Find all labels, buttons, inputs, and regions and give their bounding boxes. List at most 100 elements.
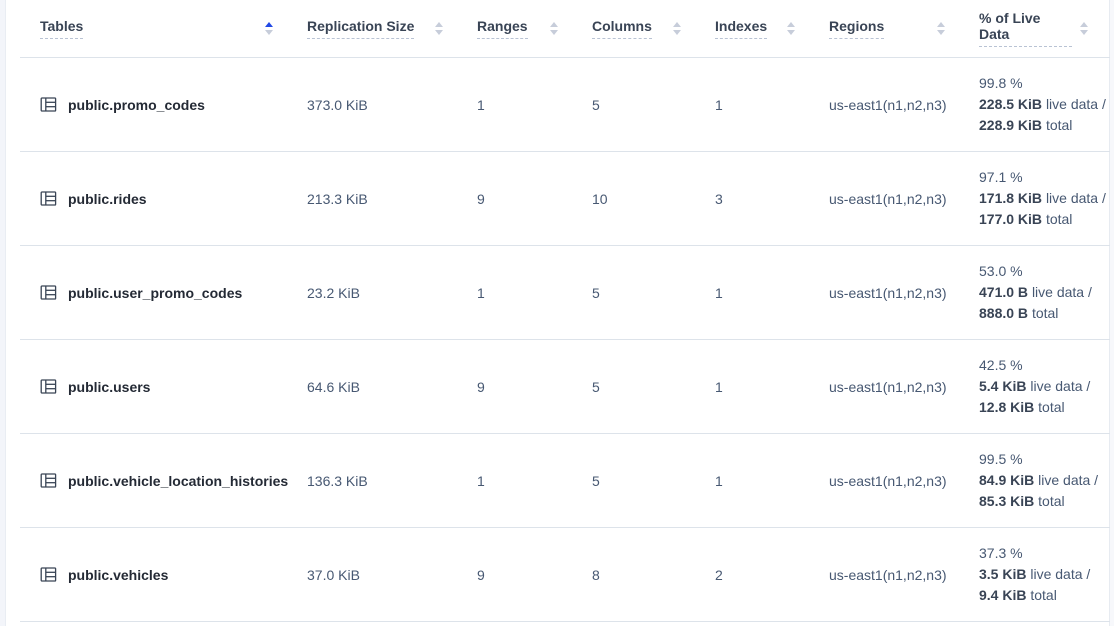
ranges-value: 9	[465, 527, 580, 622]
table-name[interactable]: public.vehicle_location_histories	[68, 472, 289, 489]
table-row[interactable]: public.promo_codes 373.0 KiB 1 5 1 us-ea…	[20, 57, 1110, 152]
table-row[interactable]: public.user_promo_codes 23.2 KiB 1 5 1 u…	[20, 245, 1110, 340]
table-name-cell: public.users	[20, 339, 295, 434]
replication-size-value: 23.2 KiB	[295, 245, 465, 340]
indexes-value: 3	[703, 151, 817, 246]
regions-value: us-east1(n1,n2,n3)	[817, 151, 967, 246]
table-name[interactable]: public.promo_codes	[68, 96, 205, 113]
replication-size-value: 373.0 KiB	[295, 57, 465, 152]
table-icon	[40, 190, 57, 207]
live-data-cell: 99.8 % 228.5 KiB live data / 228.9 KiB t…	[967, 57, 1110, 152]
table-link[interactable]: public.user_promo_codes	[40, 284, 295, 301]
sort-arrows-icon[interactable]	[937, 22, 945, 35]
live-data-cell: 42.5 % 5.4 KiB live data / 12.8 KiB tota…	[967, 339, 1110, 434]
column-header-live-data[interactable]: % of Live Data	[967, 0, 1110, 58]
table-name[interactable]: public.user_promo_codes	[68, 284, 243, 301]
live-data-percentage: 53.0 %	[979, 263, 1023, 279]
total-data-size: 12.8 KiB total	[979, 399, 1065, 415]
regions-value: us-east1(n1,n2,n3)	[817, 245, 967, 340]
columns-value: 5	[580, 245, 703, 340]
column-header-regions[interactable]: Regions	[817, 0, 967, 58]
sort-arrows-icon[interactable]	[550, 22, 558, 35]
table-link[interactable]: public.users	[40, 378, 295, 395]
column-header-label[interactable]: Indexes	[715, 18, 768, 39]
total-data-size: 85.3 KiB total	[979, 493, 1065, 509]
table-icon	[40, 472, 57, 489]
ranges-value: 1	[465, 57, 580, 152]
table-row[interactable]: public.rides 213.3 KiB 9 10 3 us-east1(n…	[20, 151, 1110, 246]
table-name[interactable]: public.rides	[68, 190, 147, 207]
column-header-columns[interactable]: Columns	[580, 0, 703, 58]
table-header: Tables Replication Size Ranges	[20, 0, 1110, 58]
table-row[interactable]: public.vehicle_location_histories 136.3 …	[20, 433, 1110, 528]
regions-value: us-east1(n1,n2,n3)	[817, 433, 967, 528]
total-data-size: 177.0 KiB total	[979, 211, 1073, 227]
table-name[interactable]: public.vehicles	[68, 566, 169, 583]
column-header-tables[interactable]: Tables	[20, 0, 295, 58]
database-tables-grid: Tables Replication Size Ranges	[20, 0, 1110, 622]
columns-value: 5	[580, 57, 703, 152]
live-data-percentage: 99.8 %	[979, 75, 1023, 91]
replication-size-value: 64.6 KiB	[295, 339, 465, 434]
table-link[interactable]: public.promo_codes	[40, 96, 295, 113]
table-name[interactable]: public.users	[68, 378, 151, 395]
total-data-size: 228.9 KiB total	[979, 117, 1073, 133]
live-data-cell: 97.1 % 171.8 KiB live data / 177.0 KiB t…	[967, 151, 1110, 246]
sort-arrows-icon[interactable]	[435, 22, 443, 35]
sort-arrows-icon[interactable]	[787, 22, 795, 35]
table-name-cell: public.rides	[20, 151, 295, 246]
table-icon	[40, 96, 57, 113]
columns-value: 5	[580, 339, 703, 434]
replication-size-value: 213.3 KiB	[295, 151, 465, 246]
live-data-cell: 99.5 % 84.9 KiB live data / 85.3 KiB tot…	[967, 433, 1110, 528]
sort-arrows-icon[interactable]	[1080, 22, 1088, 35]
table-link[interactable]: public.rides	[40, 190, 295, 207]
ranges-value: 9	[465, 339, 580, 434]
table-body: public.promo_codes 373.0 KiB 1 5 1 us-ea…	[20, 57, 1110, 622]
table-link[interactable]: public.vehicle_location_histories	[40, 472, 295, 489]
live-data-size: 228.5 KiB live data /	[979, 96, 1106, 112]
live-data-cell: 37.3 % 3.5 KiB live data / 9.4 KiB total	[967, 527, 1110, 622]
regions-value: us-east1(n1,n2,n3)	[817, 527, 967, 622]
indexes-value: 1	[703, 339, 817, 434]
indexes-value: 1	[703, 57, 817, 152]
columns-value: 5	[580, 433, 703, 528]
live-data-percentage: 99.5 %	[979, 451, 1023, 467]
ranges-value: 1	[465, 245, 580, 340]
replication-size-value: 136.3 KiB	[295, 433, 465, 528]
sort-arrows-icon[interactable]	[265, 22, 273, 35]
column-header-label[interactable]: Regions	[829, 18, 885, 39]
table-icon	[40, 566, 57, 583]
replication-size-value: 37.0 KiB	[295, 527, 465, 622]
columns-value: 10	[580, 151, 703, 246]
column-header-ranges[interactable]: Ranges	[465, 0, 580, 58]
total-data-size: 888.0 B total	[979, 305, 1059, 321]
live-data-size: 471.0 B live data /	[979, 284, 1092, 300]
indexes-value: 2	[703, 527, 817, 622]
table-row[interactable]: public.users 64.6 KiB 9 5 1 us-east1(n1,…	[20, 339, 1110, 434]
column-header-indexes[interactable]: Indexes	[703, 0, 817, 58]
page-left-edge	[0, 0, 6, 626]
header-row: Tables Replication Size Ranges	[20, 0, 1110, 58]
live-data-percentage: 42.5 %	[979, 357, 1023, 373]
table-link[interactable]: public.vehicles	[40, 566, 295, 583]
ranges-value: 9	[465, 151, 580, 246]
table-icon	[40, 378, 57, 395]
live-data-size: 171.8 KiB live data /	[979, 190, 1106, 206]
sort-arrows-icon[interactable]	[673, 22, 681, 35]
table-row[interactable]: public.vehicles 37.0 KiB 9 8 2 us-east1(…	[20, 527, 1110, 622]
table-name-cell: public.user_promo_codes	[20, 245, 295, 340]
table-name-cell: public.vehicle_location_histories	[20, 433, 295, 528]
ranges-value: 1	[465, 433, 580, 528]
column-header-label[interactable]: Ranges	[477, 18, 528, 39]
column-header-replication-size[interactable]: Replication Size	[295, 0, 465, 58]
table-icon	[40, 284, 57, 301]
column-header-label[interactable]: Columns	[592, 18, 652, 39]
column-header-label[interactable]: % of Live Data	[979, 10, 1072, 47]
live-data-percentage: 97.1 %	[979, 169, 1023, 185]
column-header-label[interactable]: Tables	[40, 18, 84, 39]
column-header-label[interactable]: Replication Size	[307, 18, 415, 39]
table-name-cell: public.vehicles	[20, 527, 295, 622]
live-data-size: 84.9 KiB live data /	[979, 472, 1099, 488]
